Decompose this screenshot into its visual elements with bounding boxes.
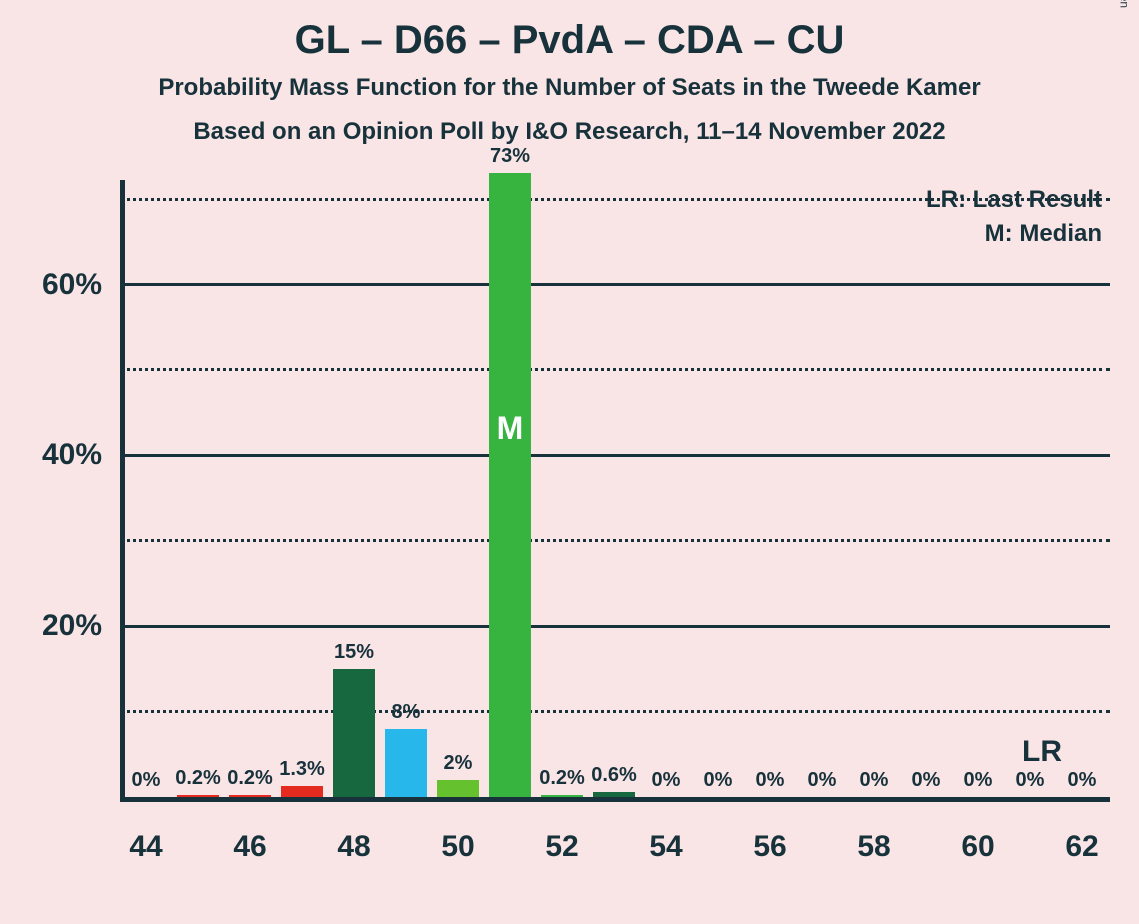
x-tick-label: 46	[233, 830, 266, 864]
grid-minor	[120, 368, 1110, 371]
bar	[385, 729, 427, 797]
grid-minor	[120, 710, 1110, 713]
bar-value-label: 0%	[132, 769, 161, 792]
bar-value-label: 0%	[756, 769, 785, 792]
bar	[177, 795, 219, 797]
bar-value-label: 0%	[704, 769, 733, 792]
chart-subtitle-2: Based on an Opinion Poll by I&O Research…	[0, 118, 1139, 146]
bar-value-label: 0%	[1016, 769, 1045, 792]
grid-major	[120, 454, 1110, 457]
chart-subtitle-1: Probability Mass Function for the Number…	[0, 74, 1139, 102]
bar-value-label: 0%	[1068, 769, 1097, 792]
y-axis	[120, 180, 125, 802]
grid-major	[120, 625, 1110, 628]
bar-value-label: 0%	[808, 769, 837, 792]
x-tick-label: 48	[337, 830, 370, 864]
bar-value-label: 1.3%	[279, 758, 325, 781]
x-axis	[120, 797, 1110, 802]
bar-value-label: 0.6%	[591, 764, 637, 787]
median-marker: M	[497, 410, 524, 447]
x-tick-label: 52	[545, 830, 578, 864]
x-tick-label: 54	[649, 830, 682, 864]
legend-m: M: Median	[985, 220, 1110, 248]
bar	[281, 786, 323, 797]
bar-value-label: 0%	[964, 769, 993, 792]
x-tick-label: 60	[961, 830, 994, 864]
bar	[333, 669, 375, 797]
bar-value-label: 15%	[334, 641, 374, 664]
chart-title: GL – D66 – PvdA – CDA – CU	[0, 18, 1139, 63]
bar-value-label: 0.2%	[539, 767, 585, 790]
bar-value-label: 73%	[490, 145, 530, 168]
bar	[437, 780, 479, 797]
grid-major	[120, 283, 1110, 286]
x-tick-label: 50	[441, 830, 474, 864]
bar	[541, 795, 583, 797]
chart-canvas: GL – D66 – PvdA – CDA – CU Probability Ma…	[0, 0, 1139, 924]
y-tick-label: 60%	[0, 268, 102, 302]
copyright-text: © 2022 Filip van Laenen	[1117, 0, 1131, 8]
bar-value-label: 0.2%	[227, 767, 273, 790]
grid-minor	[120, 539, 1110, 542]
bar-value-label: 8%	[392, 701, 421, 724]
x-tick-label: 62	[1065, 830, 1098, 864]
x-tick-label: 44	[129, 830, 162, 864]
y-tick-label: 20%	[0, 609, 102, 643]
bar-value-label: 2%	[444, 752, 473, 775]
bar	[229, 795, 271, 797]
lr-marker: LR	[1022, 735, 1062, 769]
legend-lr: LR: Last Result	[926, 186, 1110, 214]
bar-value-label: 0.2%	[175, 767, 221, 790]
x-tick-label: 58	[857, 830, 890, 864]
x-tick-label: 56	[753, 830, 786, 864]
bar-value-label: 0%	[860, 769, 889, 792]
plot-area: LR: Last Result M: Median 0% 0.2% 0.2% 1.3% 15…	[120, 182, 1110, 802]
bar	[593, 792, 635, 797]
bar-value-label: 0%	[912, 769, 941, 792]
bar-value-label: 0%	[652, 769, 681, 792]
y-tick-label: 40%	[0, 438, 102, 472]
bar	[489, 173, 531, 797]
